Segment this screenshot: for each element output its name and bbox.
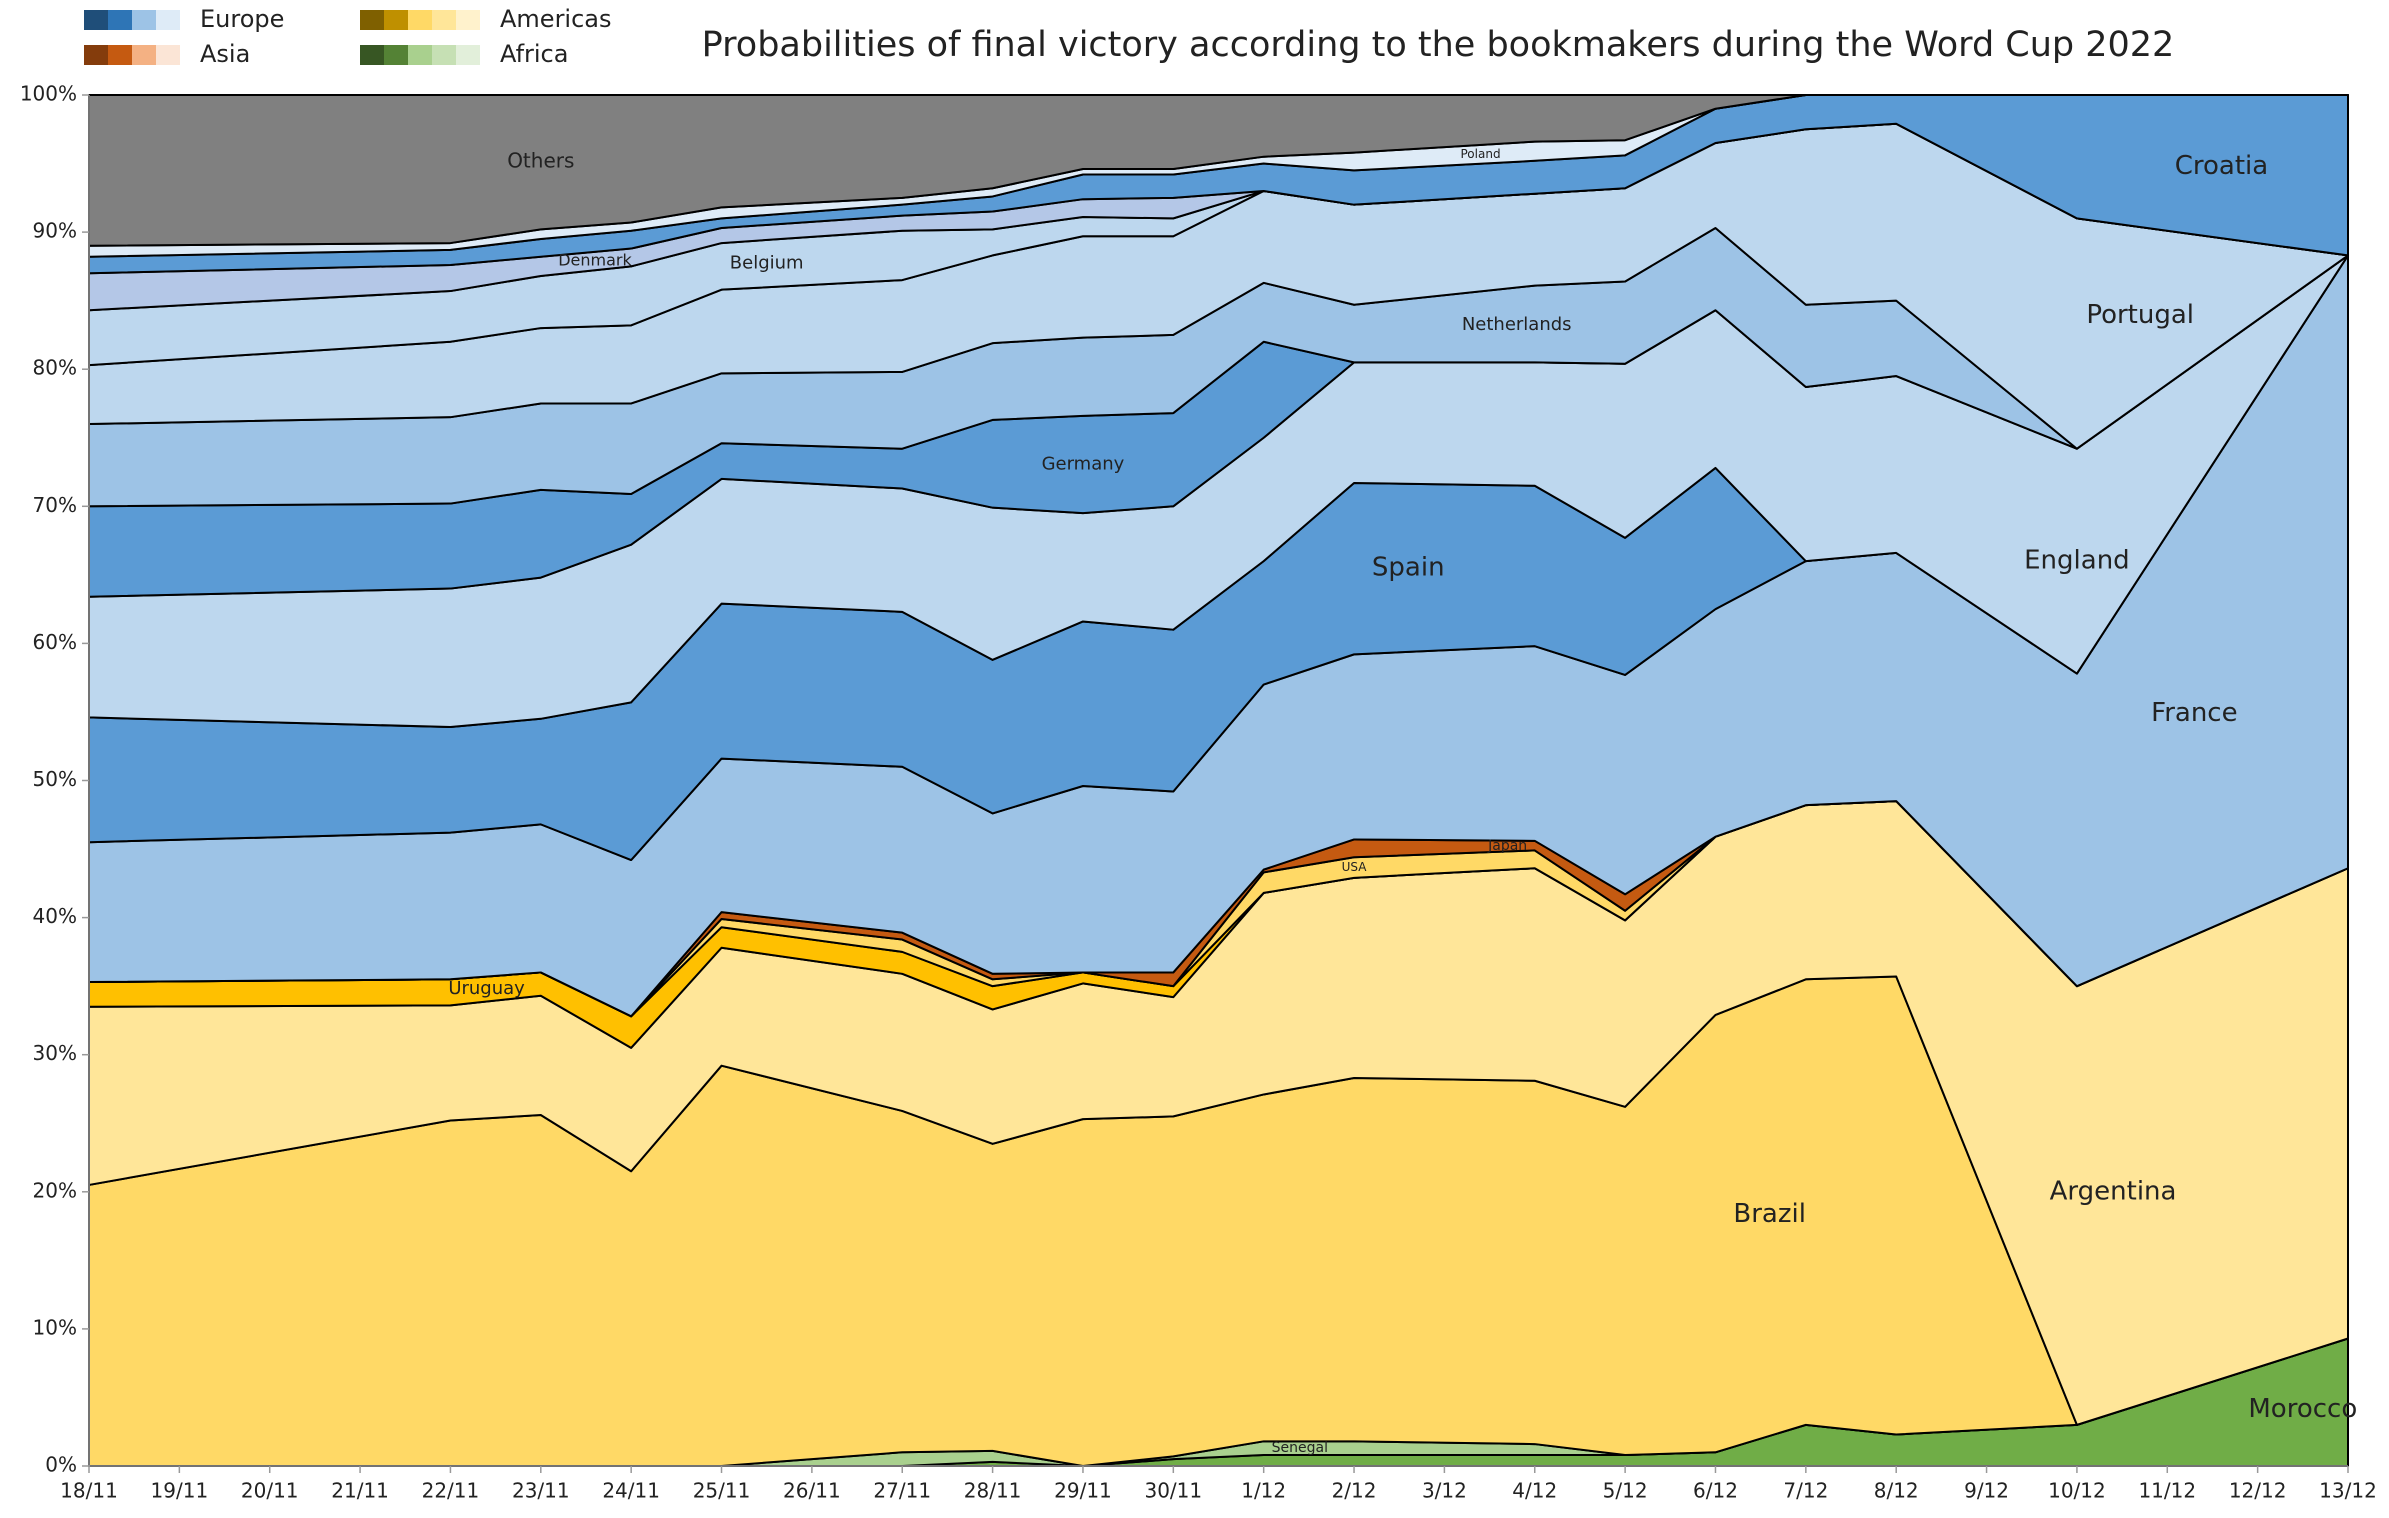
x-tick-label: 18/11	[60, 1479, 118, 1503]
series-label: England	[2024, 546, 2130, 576]
x-tick-label: 7/12	[1783, 1479, 1828, 1503]
x-tick-label: 30/11	[1144, 1479, 1202, 1503]
y-tick-label: 50%	[33, 767, 77, 791]
legend-swatch	[360, 45, 384, 65]
y-tick-label: 90%	[33, 219, 77, 243]
legend-swatch	[108, 45, 132, 65]
series-label: Denmark	[558, 251, 632, 270]
y-tick-label: 0%	[45, 1453, 77, 1477]
x-tick-label: 3/12	[1422, 1479, 1467, 1503]
series-label: USA	[1342, 860, 1368, 874]
x-tick-label: 8/12	[1874, 1479, 1919, 1503]
series-label: France	[2151, 698, 2237, 728]
series-label: Senegal	[1272, 1440, 1328, 1456]
series-label: Croatia	[2175, 151, 2268, 181]
x-tick-label: 5/12	[1603, 1479, 1648, 1503]
x-tick-label: 4/12	[1512, 1479, 1557, 1503]
x-tick-label: 13/12	[2319, 1479, 2377, 1503]
x-tick-label: 11/12	[2138, 1479, 2196, 1503]
legend-swatch	[84, 45, 108, 65]
legend-swatch	[432, 45, 456, 65]
x-tick-label: 22/11	[422, 1479, 480, 1503]
x-tick-label: 28/11	[964, 1479, 1022, 1503]
x-tick-label: 29/11	[1054, 1479, 1112, 1503]
y-tick-label: 80%	[33, 356, 77, 380]
legend-label: Africa	[500, 40, 568, 68]
legend-swatch	[432, 10, 456, 30]
series-label: Uruguay	[448, 978, 525, 999]
legend-swatch	[132, 10, 156, 30]
legend-label: Asia	[200, 40, 250, 68]
series-label: Others	[507, 149, 574, 173]
series-label: Spain	[1372, 552, 1445, 582]
legend-label: Americas	[500, 5, 612, 33]
chart-title: Probabilities of final victory according…	[702, 25, 2175, 65]
y-tick-label: 30%	[33, 1041, 77, 1065]
y-tick-label: 10%	[33, 1315, 77, 1339]
series-label: Brazil	[1733, 1199, 1806, 1229]
y-tick-label: 60%	[33, 630, 77, 654]
series-label: Belgium	[730, 253, 804, 274]
series-label: Poland	[1461, 147, 1501, 161]
x-tick-label: 24/11	[602, 1479, 660, 1503]
x-tick-label: 19/11	[151, 1479, 209, 1503]
x-tick-label: 26/11	[783, 1479, 841, 1503]
legend-swatch	[156, 45, 180, 65]
series-label: Netherlands	[1462, 314, 1572, 335]
legend-swatch	[132, 45, 156, 65]
series-label: Argentina	[2050, 1176, 2177, 1206]
legend-swatch	[456, 45, 480, 65]
y-tick-label: 70%	[33, 493, 77, 517]
legend-swatch	[384, 45, 408, 65]
series-label: Germany	[1042, 453, 1125, 474]
x-tick-label: 21/11	[331, 1479, 389, 1503]
y-tick-label: 40%	[33, 904, 77, 928]
legend-swatch	[384, 10, 408, 30]
series-label: Japan	[1487, 838, 1527, 854]
series-label: Portugal	[2086, 300, 2194, 330]
series-label: Morocco	[2248, 1394, 2357, 1424]
x-tick-label: 12/12	[2229, 1479, 2287, 1503]
x-tick-label: 9/12	[1964, 1479, 2009, 1503]
legend-swatch	[456, 10, 480, 30]
x-tick-label: 27/11	[873, 1479, 931, 1503]
legend-swatch	[408, 45, 432, 65]
legend-swatch	[84, 10, 108, 30]
area	[88, 94, 2349, 247]
legend-swatch	[408, 10, 432, 30]
x-tick-label: 1/12	[1241, 1479, 1286, 1503]
legend-swatch	[156, 10, 180, 30]
x-tick-label: 23/11	[512, 1479, 570, 1503]
legend-swatch	[360, 10, 384, 30]
x-tick-label: 25/11	[693, 1479, 751, 1503]
x-tick-label: 6/12	[1693, 1479, 1738, 1503]
x-tick-label: 10/12	[2048, 1479, 2106, 1503]
x-tick-label: 20/11	[241, 1479, 299, 1503]
legend-label: Europe	[200, 5, 284, 33]
legend-swatch	[108, 10, 132, 30]
y-tick-label: 100%	[20, 82, 77, 106]
x-tick-label: 2/12	[1332, 1479, 1377, 1503]
y-tick-label: 20%	[33, 1178, 77, 1202]
